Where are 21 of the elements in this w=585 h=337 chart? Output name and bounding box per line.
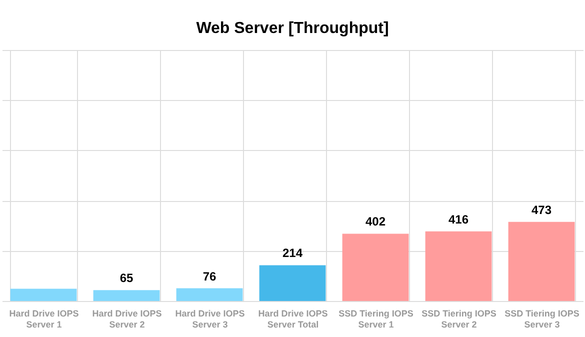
bar <box>342 234 409 301</box>
data-label: 402 <box>365 214 386 229</box>
x-tick-label: SSD Tiering IOPS Server 2 <box>422 308 496 330</box>
data-label: 473 <box>531 202 552 217</box>
data-label: 214 <box>282 246 303 260</box>
data-label: 65 <box>120 271 134 286</box>
x-tick-label: SSD Tiering IOPS Server 3 <box>504 308 580 330</box>
x-tick-label: SSD Tiering IOPS Server 1 <box>338 308 414 330</box>
bar <box>259 265 326 301</box>
chart-title: Web Server [Throughput] <box>196 20 389 37</box>
bar <box>10 288 77 301</box>
bar <box>93 290 160 301</box>
bar <box>425 231 492 301</box>
x-tick-label: Hard Drive IOPS Server Total <box>258 308 328 330</box>
x-tick-label: Hard Drive IOPS Server 3 <box>175 308 245 330</box>
x-tick-label: Hard Drive IOPS Server 1 <box>9 308 79 330</box>
bar <box>508 222 575 301</box>
data-label: 76 <box>202 269 216 284</box>
bar <box>176 288 243 301</box>
x-tick-label: Hard Drive IOPS Server 2 <box>92 308 162 330</box>
data-label: 416 <box>448 212 469 226</box>
